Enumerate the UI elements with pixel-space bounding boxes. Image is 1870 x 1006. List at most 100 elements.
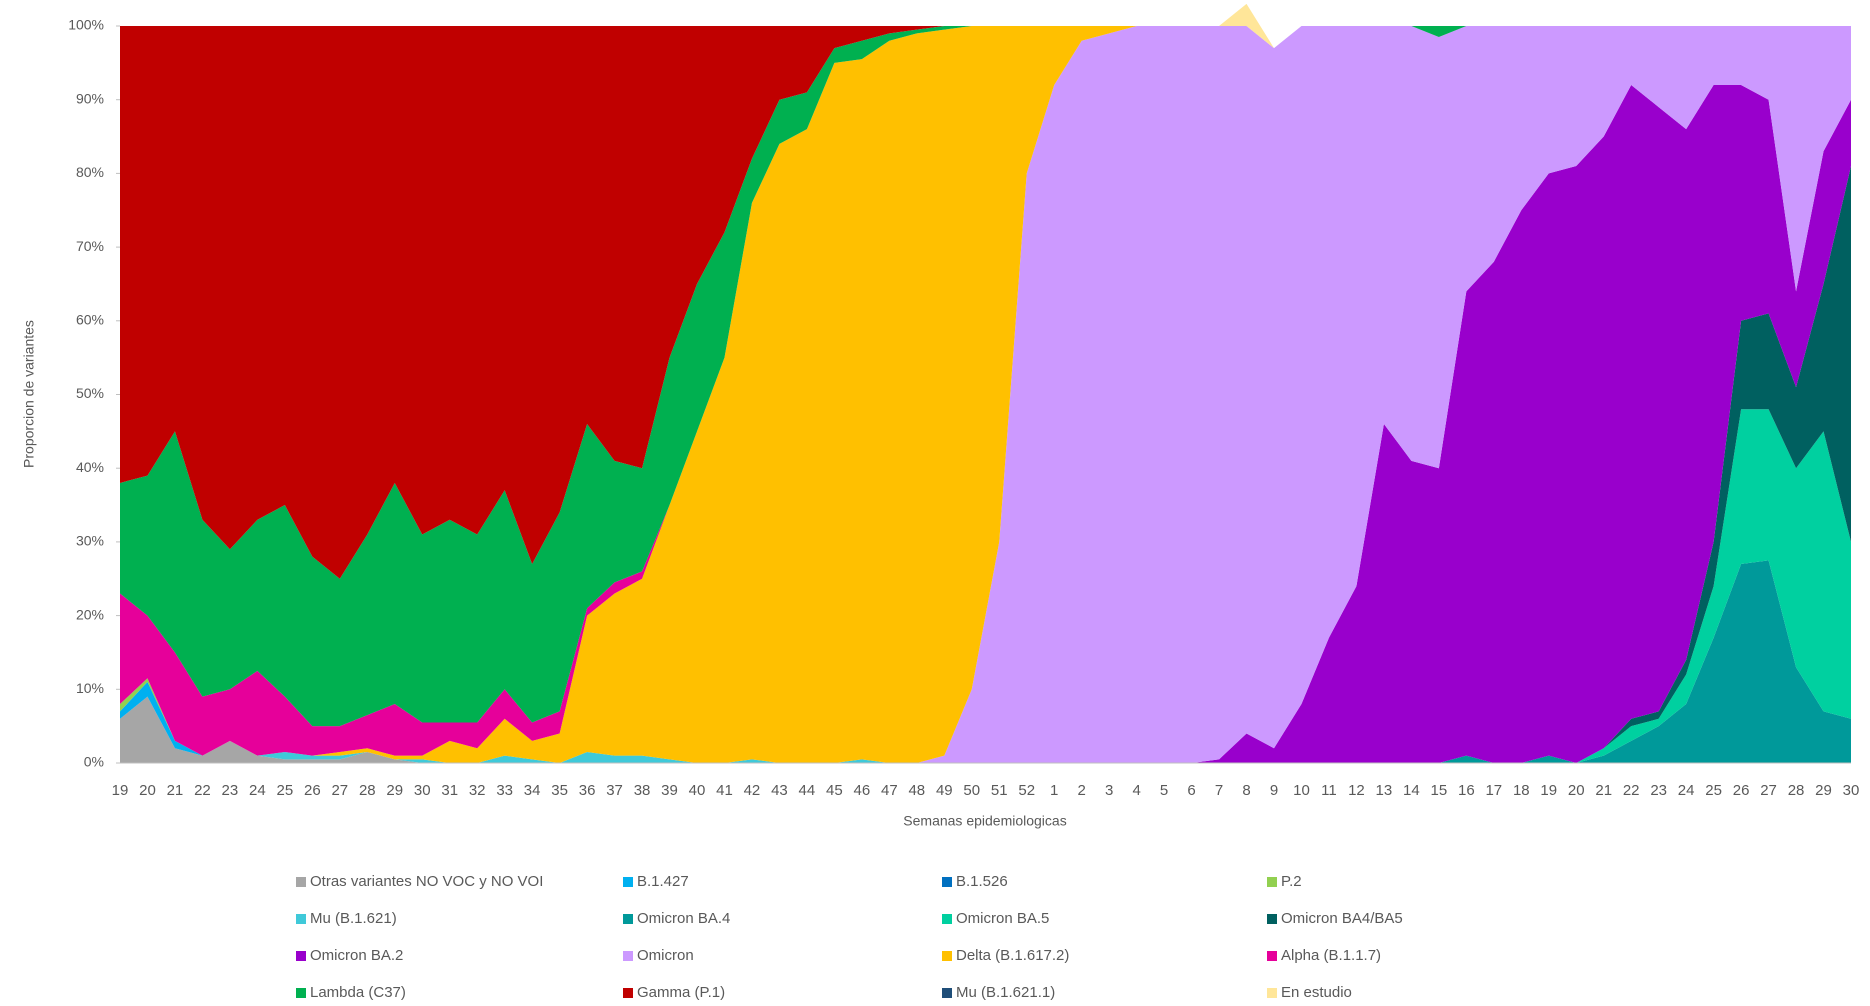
y-tick-label: 10% [76,680,104,696]
y-tick-label: 100% [68,17,104,33]
legend-swatch [942,914,952,924]
x-tick-label: 6 [1187,782,1195,799]
x-tick-label: 8 [1242,782,1250,799]
x-tick-label: 11 [1321,782,1337,799]
x-tick-label: 25 [1705,782,1722,799]
legend-label: Otras variantes NO VOC y NO VOI [310,873,543,890]
x-tick-label: 49 [936,782,953,799]
x-tick-label: 36 [579,782,596,799]
x-tick-label: 9 [1270,782,1278,799]
x-tick-label: 40 [689,782,706,799]
y-tick-label: 50% [76,385,104,401]
x-tick-label: 17 [1485,782,1502,799]
x-tick-label: 29 [1815,782,1832,799]
x-tick-label: 18 [1513,782,1530,799]
legend-label: Omicron BA.4 [637,910,730,927]
x-tick-label: 13 [1376,782,1393,799]
legend-swatch [1267,914,1277,924]
legend-swatch [296,951,306,961]
x-tick-label: 33 [496,782,513,799]
legend-swatch [623,988,633,998]
y-tick-label: 80% [76,164,104,180]
legend-swatch [1267,951,1277,961]
x-tick-label: 52 [1018,782,1035,799]
x-tick-label: 28 [1788,782,1805,799]
legend-swatch [623,877,633,887]
legend-label: Alpha (B.1.1.7) [1281,947,1381,964]
y-axis-title: Proporcion de variantes [21,320,37,468]
x-tick-label: 21 [1595,782,1612,799]
x-tick-label: 20 [1568,782,1585,799]
legend-swatch [623,914,633,924]
area [120,560,1851,763]
legend-label: P.2 [1281,873,1302,890]
x-tick-label: 25 [277,782,294,799]
x-tick-label: 41 [716,782,733,799]
x-tick-label: 29 [386,782,403,799]
legend-swatch [296,914,306,924]
x-tick-label: 21 [167,782,184,799]
legend-swatch [1267,988,1277,998]
x-tick-label: 27 [1760,782,1777,799]
x-tick-label: 48 [908,782,925,799]
x-tick-label: 28 [359,782,376,799]
legend-swatch [942,951,952,961]
x-tick-label: 19 [112,782,129,799]
x-tick-label: 14 [1403,782,1420,799]
legend-label: Omicron [637,947,694,964]
y-tick-label: 0% [84,754,104,770]
area [120,26,1851,763]
x-tick-label: 22 [194,782,211,799]
x-tick-label: 22 [1623,782,1640,799]
x-tick-label: 32 [469,782,486,799]
x-tick-label: 37 [606,782,623,799]
x-tick-label: 5 [1160,782,1168,799]
y-tick-label: 30% [76,533,104,549]
x-tick-label: 12 [1348,782,1365,799]
y-tick-label: 60% [76,312,104,328]
legend-swatch [296,877,306,887]
legend-label: B.1.526 [956,873,1008,890]
area [120,26,1851,763]
legend-swatch [942,988,952,998]
x-tick-label: 44 [799,782,816,799]
x-tick-label: 3 [1105,782,1113,799]
area [120,26,1851,727]
x-tick-label: 1 [1050,782,1058,799]
x-tick-label: 19 [1540,782,1557,799]
legend-label: Gamma (P.1) [637,984,725,1001]
x-tick-label: 34 [524,782,541,799]
y-tick-label: 70% [76,238,104,254]
y-tick-label: 20% [76,606,104,622]
y-tick-label: 40% [76,459,104,475]
legend-label: Lambda (C37) [310,984,406,1001]
y-tick-label: 90% [76,90,104,106]
x-tick-label: 23 [222,782,239,799]
area [120,84,1851,763]
x-tick-label: 23 [1650,782,1667,799]
x-tick-label: 24 [1678,782,1695,799]
x-tick-label: 30 [414,782,431,799]
legend-swatch [296,988,306,998]
x-tick-label: 47 [881,782,898,799]
x-tick-label: 42 [744,782,761,799]
legend-swatch [1267,877,1277,887]
x-tick-label: 10 [1293,782,1310,799]
legend-swatch [942,877,952,887]
legend-label: En estudio [1281,984,1352,1001]
x-tick-label: 24 [249,782,266,799]
x-tick-label: 30 [1843,782,1860,799]
legend-swatch [623,951,633,961]
x-tick-label: 7 [1215,782,1223,799]
legend-label: Mu (B.1.621) [310,910,397,927]
x-tick-label: 31 [441,782,458,799]
x-tick-label: 43 [771,782,788,799]
area [120,678,1851,763]
legend-label: Omicron BA.5 [956,910,1049,927]
x-tick-label: 16 [1458,782,1475,799]
x-tick-label: 45 [826,782,843,799]
legend-label: Omicron BA.2 [310,947,403,964]
x-tick-label: 38 [634,782,651,799]
x-tick-label: 51 [991,782,1008,799]
